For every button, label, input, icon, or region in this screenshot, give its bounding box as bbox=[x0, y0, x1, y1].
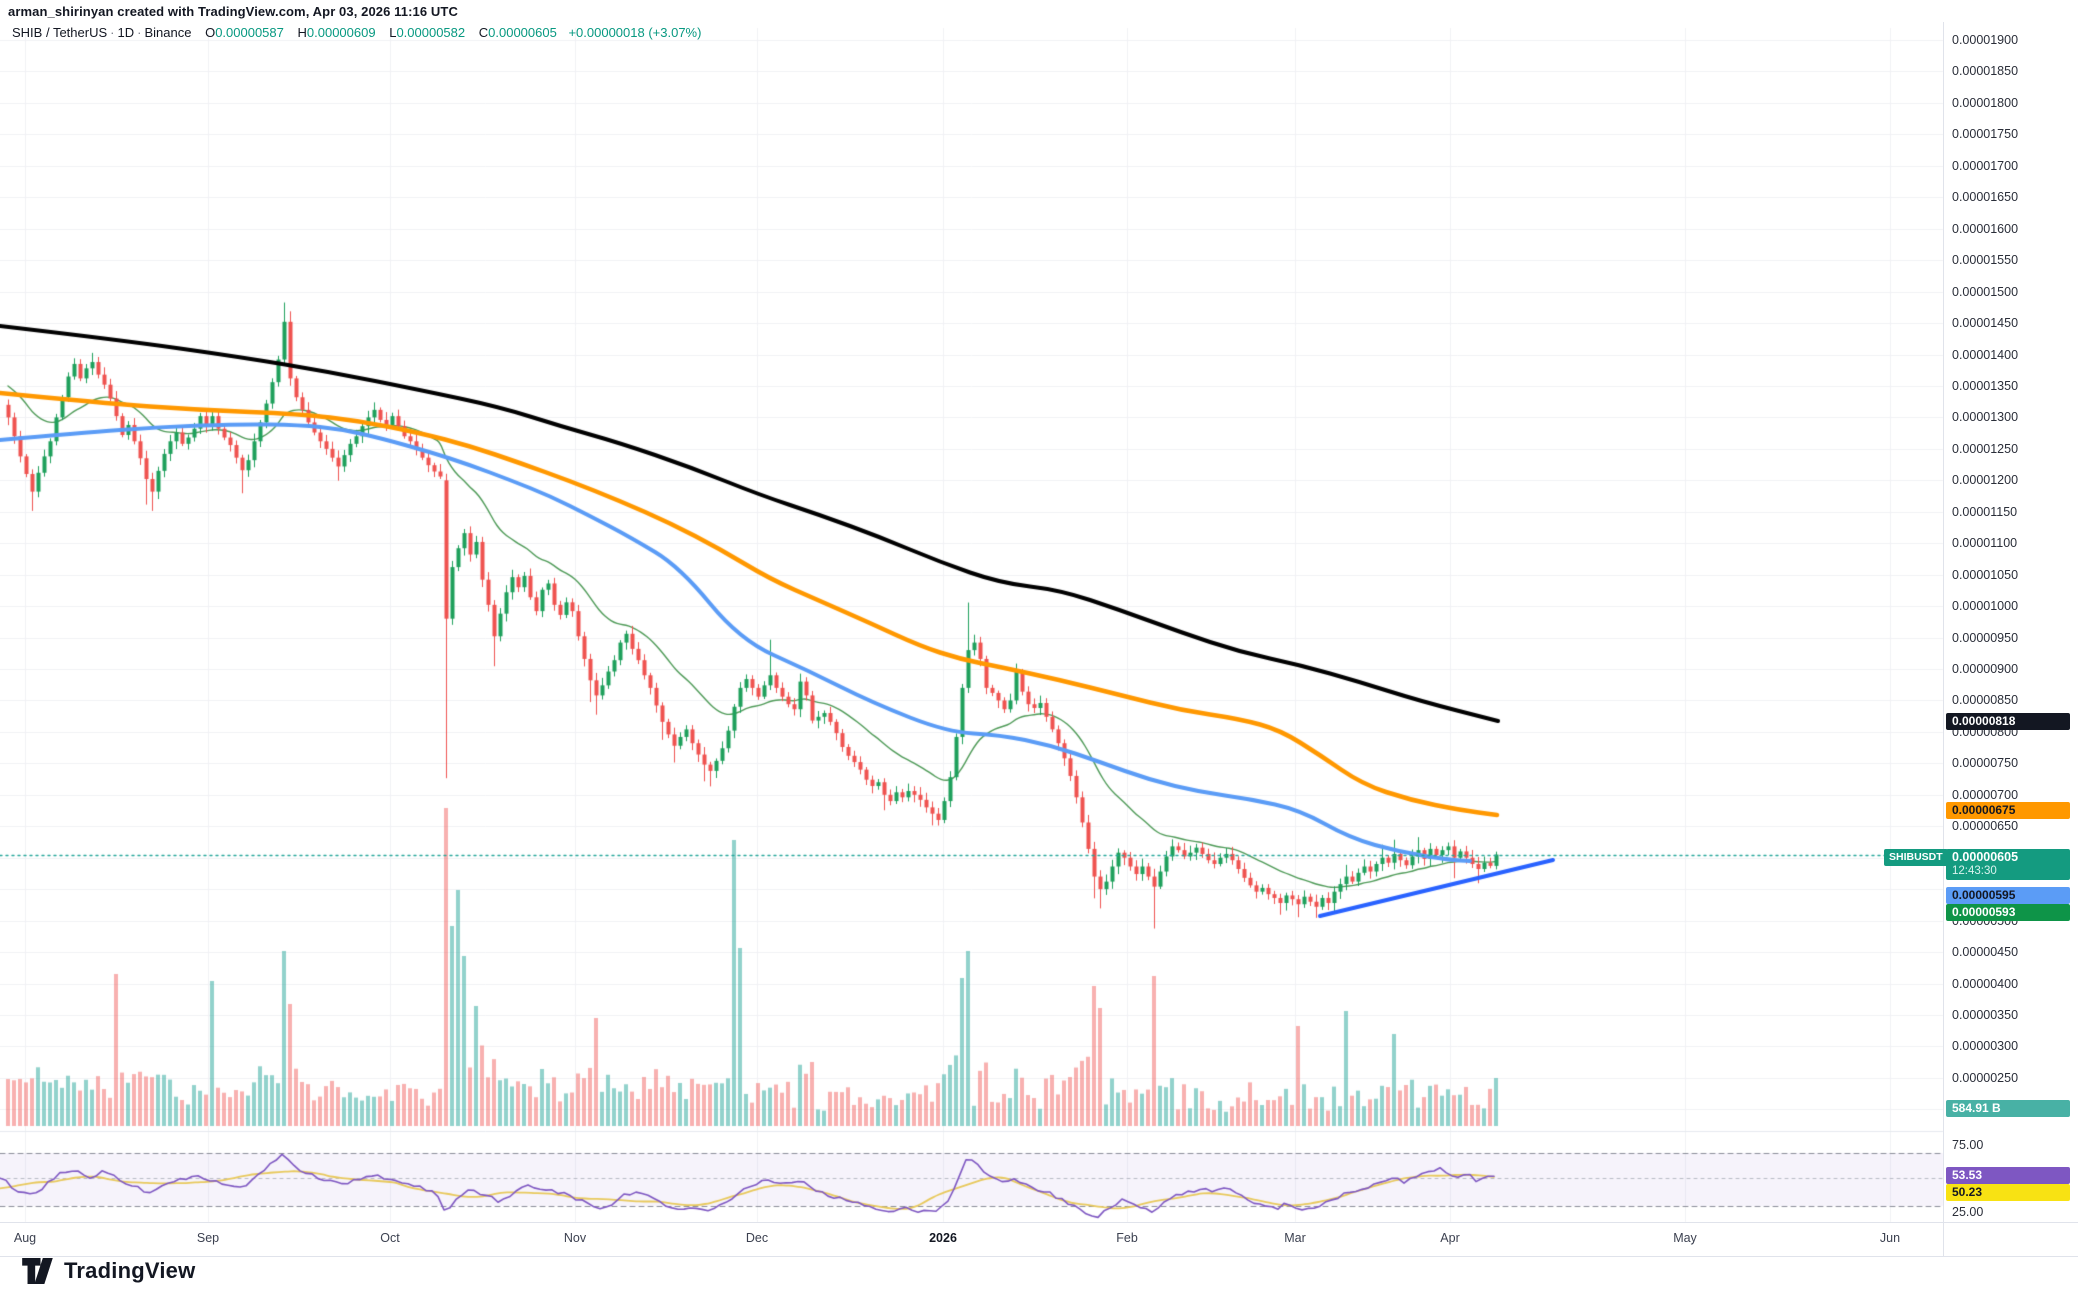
price-tick-label: 0.00000750 bbox=[1952, 756, 2019, 771]
time-tick-label: 2026 bbox=[929, 1231, 957, 1245]
symbol-price-tag: SHIBUSDT bbox=[1884, 849, 1948, 866]
price-tick-label: 0.00000850 bbox=[1952, 693, 2019, 708]
rsi-tick-label: 25.00 bbox=[1952, 1205, 1984, 1219]
price-tick-label: 0.00001750 bbox=[1952, 127, 2019, 142]
time-tick-label: May bbox=[1673, 1231, 1697, 1245]
bar-countdown: 12:43:30 bbox=[1952, 865, 1997, 877]
tradingview-logo-icon bbox=[22, 1258, 53, 1284]
time-tick-label: Apr bbox=[1440, 1231, 1460, 1245]
price-tick-label: 0.00000250 bbox=[1952, 1070, 2019, 1085]
time-axis-separator bbox=[0, 1222, 2078, 1223]
tradingview-logo-text: TradingView bbox=[64, 1258, 196, 1283]
close-value: 0.00000605 bbox=[488, 25, 557, 40]
price-tick-label: 0.00000700 bbox=[1952, 787, 2019, 802]
ma21-price-label: 0.00000593 bbox=[1946, 904, 2070, 921]
separator-dot: · bbox=[110, 25, 115, 40]
rsi-value-label: 53.53 bbox=[1946, 1167, 2070, 1184]
price-tick-label: 0.00001250 bbox=[1952, 441, 2019, 456]
attribution-text: arman_shirinyan created with TradingView… bbox=[8, 4, 458, 19]
price-tick-label: 0.00001850 bbox=[1952, 64, 2019, 79]
time-tick-label: Oct bbox=[380, 1231, 400, 1245]
price-tick-label: 0.00001200 bbox=[1952, 473, 2019, 488]
price-tick-label: 0.00001700 bbox=[1952, 158, 2019, 173]
high-value: 0.00000609 bbox=[306, 25, 376, 40]
price-tick-label: 0.00000900 bbox=[1952, 662, 2019, 676]
low-value: 0.00000582 bbox=[396, 25, 466, 40]
price-tick-label: 0.00001550 bbox=[1952, 253, 2019, 268]
time-tick-label: Mar bbox=[1284, 1231, 1306, 1245]
symbol-header: SHIB / TetherUS · 1D · Binance O0.00000587 H… bbox=[12, 25, 701, 40]
rsi-ma-value-label: 50.23 bbox=[1946, 1184, 2070, 1201]
price-tick-label: 0.00001800 bbox=[1952, 95, 2019, 110]
price-axis-separator bbox=[1943, 22, 1944, 1256]
close-key: C bbox=[478, 25, 489, 40]
price-tick-label: 0.00001400 bbox=[1952, 347, 2019, 362]
price-tick-label: 0.00001300 bbox=[1952, 410, 2019, 425]
open-value: 0.00000587 bbox=[215, 25, 284, 40]
separator-dot: · bbox=[137, 25, 142, 40]
last-price-label: 0.00000605 12:43:30 bbox=[1946, 849, 2070, 880]
price-tick-label: 0.00000950 bbox=[1952, 630, 2019, 645]
price-tick-label: 0.00001450 bbox=[1952, 316, 2019, 331]
time-tick-label: Nov bbox=[563, 1231, 587, 1245]
exchange-label: Binance bbox=[144, 25, 192, 40]
rsi-tick-label: 75.00 bbox=[1952, 1138, 1984, 1152]
price-tick-label: 0.00001900 bbox=[1952, 33, 2019, 47]
symbol-title[interactable]: SHIB / TetherUS bbox=[12, 25, 108, 40]
price-tick-label: 0.00001350 bbox=[1952, 378, 2019, 393]
price-tick-label: 0.00000400 bbox=[1952, 976, 2019, 991]
change-value: +0.00000018 (+3.07%) bbox=[568, 25, 702, 40]
price-tick-label: 0.00001000 bbox=[1952, 599, 2019, 614]
price-tick-label: 0.00001100 bbox=[1952, 536, 2018, 551]
ma200-price-label: 0.00000818 bbox=[1946, 713, 2070, 730]
price-tick-label: 0.00001600 bbox=[1952, 221, 2019, 236]
price-tick-label: 0.00001500 bbox=[1952, 284, 2019, 299]
price-tick-label: 0.00001650 bbox=[1952, 190, 2019, 205]
time-tick-label: Dec bbox=[745, 1231, 769, 1245]
price-tick-label: 0.00000450 bbox=[1952, 945, 2019, 960]
high-key: H bbox=[297, 25, 307, 40]
open-key: O bbox=[205, 25, 216, 40]
chart-bottom-separator bbox=[0, 1256, 2078, 1257]
price-tick-label: 0.00000650 bbox=[1952, 819, 2019, 834]
price-tick-label: 0.00001050 bbox=[1952, 567, 2019, 582]
time-tick-label: Sep bbox=[196, 1231, 220, 1245]
price-tick-label: 0.00000300 bbox=[1952, 1039, 2019, 1054]
tradingview-watermark[interactable]: TradingView bbox=[22, 1258, 195, 1284]
last-price-value: 0.00000605 bbox=[1952, 850, 2019, 864]
time-tick-label: Jun bbox=[1879, 1231, 1901, 1245]
time-tick-label: Aug bbox=[13, 1231, 37, 1245]
price-tick-label: 0.00001150 bbox=[1952, 504, 2018, 519]
interval-label[interactable]: 1D bbox=[117, 25, 135, 40]
low-key: L bbox=[389, 25, 397, 40]
ma100-price-label: 0.00000675 bbox=[1946, 802, 2070, 819]
price-tick-label: 0.00000350 bbox=[1952, 1007, 2019, 1022]
ma50-price-label: 0.00000595 bbox=[1946, 887, 2070, 904]
time-tick-label: Feb bbox=[1116, 1231, 1138, 1245]
volume-value-label: 584.91 B bbox=[1946, 1100, 2070, 1117]
